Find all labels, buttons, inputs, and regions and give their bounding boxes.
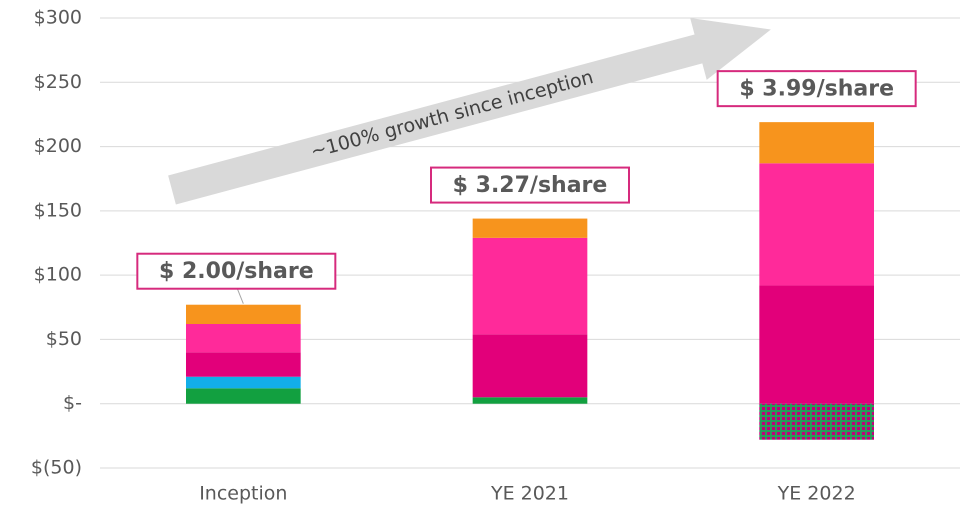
x-tick-label: Inception [199, 483, 287, 505]
bar-segment [472, 334, 588, 398]
label-connector [236, 288, 244, 304]
bar-segment [472, 237, 588, 335]
x-tick-label: YE 2022 [777, 483, 856, 505]
bar-segment [472, 397, 588, 404]
bar-label-box [136, 252, 337, 290]
bar-segment [186, 376, 301, 389]
bar-segment [759, 285, 874, 404]
bar-segment [759, 403, 874, 440]
bar-segment [759, 122, 874, 164]
y-tick-label: $200 [34, 135, 82, 157]
bar-label: $ 3.99/share [739, 77, 894, 102]
y-tick-label: $300 [34, 7, 82, 29]
bar-segment [186, 352, 301, 377]
bar-label: $ 2.00/share [159, 259, 314, 284]
y-tick-label: $100 [34, 264, 82, 286]
y-tick-label: $- [63, 392, 82, 414]
bar-segment [759, 163, 874, 286]
x-tick-label: YE 2021 [490, 483, 569, 505]
bar-segment [186, 388, 301, 404]
bar-segment [472, 218, 588, 238]
bar-label-box [716, 70, 917, 108]
arrow-label: ~100% growth since inception [308, 66, 596, 163]
bars [186, 122, 874, 440]
bar-segment [186, 304, 301, 324]
labels: Inception $ 2.00/share YE 2021 $ 3.27/share… [136, 70, 917, 505]
y-tick-label: $150 [34, 199, 82, 221]
y-tick-label: $(50) [31, 457, 82, 479]
bar-label: $ 3.27/share [453, 173, 608, 198]
arrow-shape [168, 18, 771, 205]
bar-label-box [430, 166, 630, 204]
y-tick-label: $50 [46, 328, 82, 350]
bar-segment [186, 324, 301, 353]
y-tick-label: $250 [34, 71, 82, 93]
